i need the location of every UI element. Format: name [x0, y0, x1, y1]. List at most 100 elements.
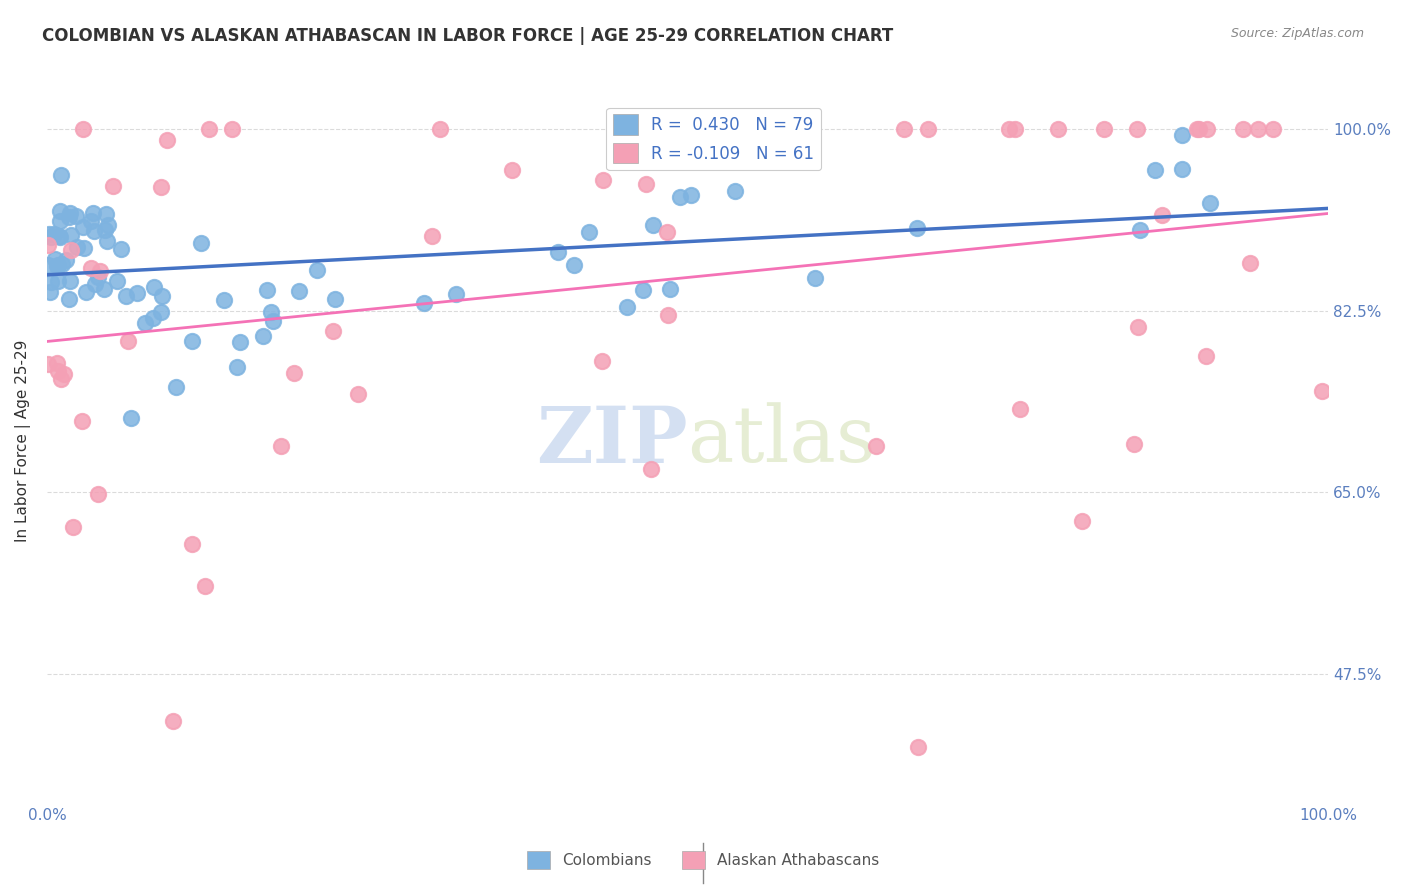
Point	[305, 263, 328, 277]
Point	[1188, 122, 1211, 136]
Point	[37, 258, 59, 272]
Point	[156, 133, 179, 147]
Point	[46, 364, 69, 378]
Point	[260, 305, 283, 319]
Text: Source: ZipAtlas.com: Source: ZipAtlas.com	[1230, 27, 1364, 40]
Point	[1171, 162, 1194, 177]
Point	[907, 739, 929, 754]
Point	[89, 263, 111, 277]
Point	[48, 229, 70, 244]
Point	[45, 259, 67, 273]
Point	[1126, 319, 1149, 334]
Point	[59, 206, 82, 220]
Point	[1261, 122, 1284, 136]
Point	[893, 122, 915, 136]
Point	[49, 230, 72, 244]
Point	[44, 252, 66, 266]
Point	[262, 314, 284, 328]
Point	[46, 258, 69, 272]
Point	[1187, 122, 1209, 136]
Point	[323, 292, 346, 306]
Point	[562, 258, 585, 272]
Point	[659, 282, 682, 296]
Point	[127, 285, 149, 300]
Point	[80, 260, 103, 275]
Point	[1310, 384, 1333, 399]
Point	[38, 227, 60, 241]
Point	[37, 238, 59, 252]
Point	[83, 224, 105, 238]
Point	[37, 357, 59, 371]
Point	[578, 225, 600, 239]
Point	[105, 274, 128, 288]
Point	[55, 253, 77, 268]
Point	[1092, 122, 1115, 136]
Point	[699, 122, 721, 136]
Point	[631, 284, 654, 298]
Text: ZIP: ZIP	[536, 402, 688, 478]
Point	[347, 387, 370, 401]
Point	[221, 122, 243, 136]
Point	[1123, 436, 1146, 450]
Point	[1004, 122, 1026, 136]
Point	[1129, 223, 1152, 237]
Point	[287, 285, 309, 299]
Point	[59, 244, 82, 258]
Point	[1199, 195, 1222, 210]
Y-axis label: In Labor Force | Age 25-29: In Labor Force | Age 25-29	[15, 339, 31, 541]
Point	[1247, 122, 1270, 136]
Point	[94, 207, 117, 221]
Point	[1195, 349, 1218, 363]
Point	[1126, 122, 1149, 136]
Point	[636, 177, 658, 191]
Point	[252, 329, 274, 343]
Point	[59, 227, 82, 242]
Point	[655, 225, 678, 239]
Point	[1152, 208, 1174, 222]
Point	[83, 277, 105, 291]
Point	[39, 230, 62, 244]
Point	[181, 334, 204, 348]
Legend: Colombians, Alaskan Athabascans: Colombians, Alaskan Athabascans	[520, 845, 886, 875]
Point	[1046, 122, 1069, 136]
Point	[110, 242, 132, 256]
Point	[270, 439, 292, 453]
Point	[737, 122, 759, 136]
Point	[115, 289, 138, 303]
Point	[150, 305, 173, 319]
Point	[75, 285, 97, 299]
Point	[322, 324, 344, 338]
Point	[681, 188, 703, 202]
Point	[117, 334, 139, 349]
Point	[256, 284, 278, 298]
Point	[547, 245, 569, 260]
Point	[1232, 122, 1254, 136]
Point	[1239, 256, 1261, 270]
Point	[65, 209, 87, 223]
Point	[46, 274, 69, 288]
Point	[46, 356, 69, 370]
Point	[93, 282, 115, 296]
Point	[212, 293, 235, 307]
Point	[39, 285, 62, 299]
Text: COLOMBIAN VS ALASKAN ATHABASCAN IN LABOR FORCE | AGE 25-29 CORRELATION CHART: COLOMBIAN VS ALASKAN ATHABASCAN IN LABOR…	[42, 27, 893, 45]
Point	[72, 122, 94, 136]
Point	[998, 122, 1021, 136]
Point	[905, 221, 928, 235]
Point	[150, 289, 173, 303]
Point	[917, 122, 939, 136]
Point	[94, 223, 117, 237]
Point	[229, 334, 252, 349]
Point	[73, 241, 96, 255]
Point	[1195, 122, 1218, 136]
Point	[72, 220, 94, 235]
Point	[66, 240, 89, 254]
Point	[1008, 402, 1031, 417]
Point	[42, 227, 65, 242]
Point	[143, 280, 166, 294]
Point	[420, 228, 443, 243]
Point	[134, 316, 156, 330]
Point	[162, 714, 184, 728]
Point	[120, 411, 142, 425]
Point	[51, 168, 73, 182]
